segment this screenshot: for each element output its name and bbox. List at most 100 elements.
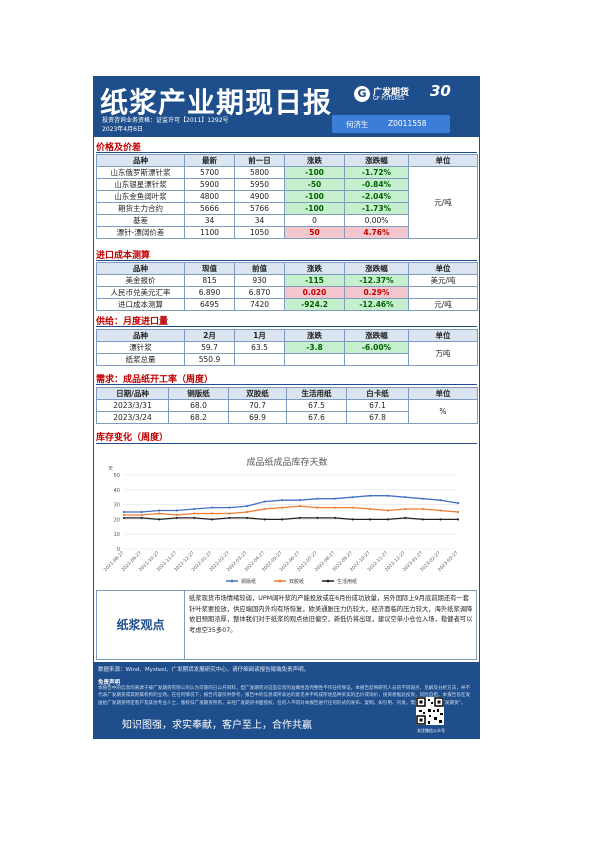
cost-name: 进口成本测算 [97, 299, 185, 311]
data-point [387, 518, 389, 520]
data-point [228, 512, 230, 514]
data-point [211, 506, 213, 508]
data-point [193, 512, 195, 514]
cost-header-4: 涨跌幅 [345, 263, 409, 275]
supply-change [285, 354, 345, 366]
data-point [334, 517, 336, 519]
price-prev: 5766 [235, 203, 285, 215]
supply-jan [235, 354, 285, 366]
table-row: 人民币兑美元汇率 6.890 6.870 0.020 0.29% [97, 287, 478, 299]
y-tick-label: 40 [114, 488, 120, 494]
data-point [404, 508, 406, 510]
qr-code-icon [416, 697, 444, 725]
section-divider [96, 326, 477, 327]
data-point [264, 501, 266, 503]
cost-unit: 元/吨 [409, 299, 478, 311]
demand-coated: 68.2 [169, 412, 229, 424]
demand-header-4: 白卡纸 [347, 388, 409, 400]
price-unit: 元/吨 [409, 167, 478, 239]
company-slogan: 知识图强，求实奉献，客户至上，合作共赢 [122, 716, 312, 731]
inventory-chart: 成品纸成品库存天数天 0 10 20 30 40 50 2021-08-27 2021-09-2… [98, 453, 476, 588]
report-header: 纸浆产业期现日报 投资咨询业务资格：证监许可【2011】1292号 2023年4… [94, 77, 479, 137]
supply-header-1: 2月 [185, 330, 235, 342]
data-point [281, 499, 283, 501]
data-point [404, 517, 406, 519]
price-prev: 4900 [235, 191, 285, 203]
supply-name: 漂针浆 [97, 342, 185, 354]
price-header-0: 品种 [97, 155, 185, 167]
data-point [351, 518, 353, 520]
data-point [457, 511, 459, 513]
demand-header-2: 双胶纸 [229, 388, 287, 400]
price-pct: 0.00% [345, 215, 409, 227]
cost-current: 6.890 [185, 287, 235, 299]
price-header-2: 前一日 [235, 155, 285, 167]
data-point [422, 508, 424, 510]
demand-header-0: 日期/品种 [97, 388, 169, 400]
supply-pct: -6.00% [345, 342, 409, 354]
supply-name: 纸浆总量 [97, 354, 185, 366]
y-tick-label: 20 [114, 517, 120, 523]
data-point [176, 517, 178, 519]
price-pct: -0.84% [345, 179, 409, 191]
data-point [211, 518, 213, 520]
price-header-3: 涨跌 [285, 155, 345, 167]
price-name: 漂针-漂阔价差 [97, 227, 185, 239]
price-header-1: 最新 [185, 155, 235, 167]
data-point [176, 514, 178, 516]
price-pct: -2.04% [345, 191, 409, 203]
data-point [351, 496, 353, 498]
data-point [228, 506, 230, 508]
demand-header-5: 单位 [409, 388, 478, 400]
price-latest: 1100 [185, 227, 235, 239]
demand-table: 日期/品种 铜版纸 双胶纸 生活用纸 白卡纸 单位 2023/3/31 68.0 70.7 67… [96, 387, 478, 424]
data-point [439, 509, 441, 511]
demand-offset: 70.7 [229, 400, 287, 412]
table-row: 2023/3/31 68.0 70.7 67.5 67.1% [97, 400, 478, 412]
slogan-band: 知识图强，求实奉献，客户至上，合作共赢 关注微信公众号 [94, 670, 479, 739]
data-point [158, 509, 160, 511]
data-point [140, 514, 142, 516]
data-point [369, 495, 371, 497]
section-divider [96, 384, 477, 385]
chart-title: 成品纸成品库存天数 [246, 456, 327, 468]
price-prev: 5950 [235, 179, 285, 191]
section-divider [96, 260, 477, 261]
cost-change: -924.2 [285, 299, 345, 311]
supply-pct [345, 354, 409, 366]
data-point [387, 509, 389, 511]
y-tick-label: 10 [114, 532, 120, 538]
price-header-5: 单位 [409, 155, 478, 167]
viewpoint-label: 纸浆观点 [97, 591, 185, 659]
data-point [369, 508, 371, 510]
analyst-name: 何济生 [346, 119, 369, 130]
cost-pct: -12.37% [345, 275, 409, 287]
price-name: 山东俄罗斯漂针浆 [97, 167, 185, 179]
inventory-chart-svg: 成品纸成品库存天数天010203040502021-08-272021-09-2… [98, 453, 476, 588]
data-point [334, 506, 336, 508]
y-tick-label: 30 [114, 503, 120, 509]
y-tick-label: 50 [114, 473, 120, 479]
supply-header-3: 涨跌 [285, 330, 345, 342]
data-point [439, 518, 441, 520]
data-point [299, 505, 301, 507]
price-table: 品种 最新 前一日 涨跌 涨跌幅 单位 山东俄罗斯漂针浆 5700 5800 -100 -1.72… [96, 154, 478, 239]
price-latest: 5900 [185, 179, 235, 191]
cost-header-5: 单位 [409, 263, 478, 275]
price-header-4: 涨跌幅 [345, 155, 409, 167]
table-row: 进口成本测算 6495 7420 -924.2 -12.46% 元/吨 [97, 299, 478, 311]
price-name: 基差 [97, 215, 185, 227]
price-prev: 34 [235, 215, 285, 227]
supply-feb: 550.9 [185, 354, 235, 366]
data-point [140, 511, 142, 513]
license-text: 投资咨询业务资格：证监许可【2011】1292号 [102, 115, 229, 124]
data-point [123, 517, 125, 519]
demand-header-1: 铜版纸 [169, 388, 229, 400]
cost-table: 品种 现值 前值 涨跌 涨跌幅 单位 美金报价 815 930 -115 -12.37% 美元/吨人… [96, 262, 478, 311]
cost-unit [409, 287, 478, 299]
data-point [316, 506, 318, 508]
cost-current: 6495 [185, 299, 235, 311]
analyst-badge: 何济生 Z0011558 [332, 115, 450, 133]
cost-current: 815 [185, 275, 235, 287]
data-point [457, 518, 459, 520]
